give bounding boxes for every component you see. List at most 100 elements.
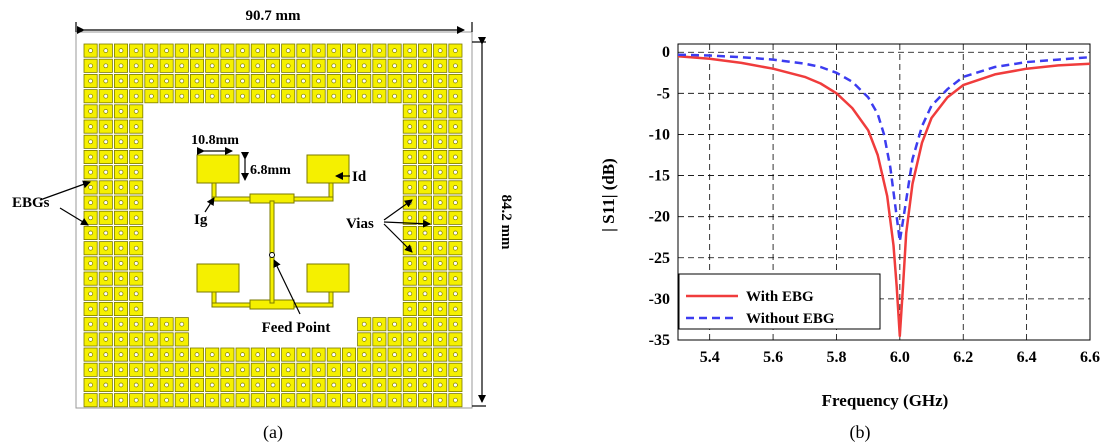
via-hole [209,397,215,403]
via-hole [437,352,443,357]
via-hole [346,78,352,84]
via-hole [103,291,109,297]
via-hole [164,321,169,327]
height-label: 84.2 mm [498,195,514,250]
via-hole [103,185,109,190]
via-hole [316,352,321,357]
via-hole [179,397,185,403]
via-hole [422,78,428,84]
via-hole [453,291,458,297]
via-hole [240,48,245,53]
via-hole [88,291,93,297]
ebg-cell-array [83,43,463,408]
via-hole [361,93,367,99]
via-hole [179,321,185,327]
via-hole [133,397,139,403]
via-hole [179,337,185,342]
via-hole [149,93,154,99]
via-hole [179,78,185,84]
via-hole [301,48,306,53]
via-hole [88,93,93,99]
via-hole [103,124,109,129]
via-hole [118,48,124,53]
via-hole [240,397,245,403]
via-hole [377,397,382,403]
via-hole [179,93,185,99]
via-hole [133,124,139,129]
via-hole [407,306,413,312]
via-hole [88,200,93,205]
via-hole [331,63,337,69]
via-hole [437,185,443,190]
via-hole [377,382,382,388]
via-hole [361,321,367,327]
via-hole [209,352,215,357]
via-hole [407,367,413,373]
x-tick-label: 5.4 [700,349,720,366]
via-hole [225,78,230,84]
via-hole [453,261,458,266]
via-hole [133,185,139,190]
via-hole [118,78,124,84]
x-tick-label: 6.6 [1080,349,1100,366]
via-hole [422,124,428,129]
via-hole [149,337,154,342]
via-hole [437,93,443,99]
via-hole [407,382,413,388]
via-hole [164,367,169,373]
via-hole [346,397,352,403]
via-hole [118,230,124,236]
via-hole [225,352,230,357]
via-hole [453,230,458,236]
legend-label-without-ebg: Without EBG [746,311,835,327]
via-hole [392,397,397,403]
via-hole [422,367,428,373]
via-hole [316,367,321,373]
via-hole [285,367,291,373]
via-hole [133,276,139,281]
via-hole [118,124,124,129]
via-hole [209,78,215,84]
via-hole [301,367,306,373]
ebgs-label: EBGs [12,195,50,211]
via-hole [453,352,458,357]
via-hole [270,397,276,403]
via-hole [88,230,93,236]
via-hole [133,382,139,388]
via-hole [422,397,428,403]
chart-legend: With EBG Without EBG [678,273,881,330]
via-hole [164,63,169,69]
via-hole [88,63,93,69]
via-hole [377,321,382,327]
y-tick-label: -30 [649,291,670,308]
via-hole [422,154,428,160]
via-hole [422,230,428,236]
via-hole [453,321,458,327]
via-hole [437,367,443,373]
via-hole [346,382,352,388]
via-hole [88,48,93,53]
via-hole [392,337,397,342]
id-label: Id [352,169,367,185]
via-hole [392,321,397,327]
via-hole [437,321,443,327]
via-hole [407,124,413,129]
via-hole [225,367,230,373]
via-hole [88,109,93,114]
via-hole [103,93,109,99]
via-hole [179,352,185,357]
via-hole [103,230,109,236]
via-hole [118,397,124,403]
via-hole [164,48,169,53]
plot-area [677,43,1091,341]
via-hole [225,48,230,53]
via-hole [103,154,109,160]
via-hole [407,185,413,190]
via-hole [133,109,139,114]
via-hole [437,230,443,236]
via-hole [331,382,337,388]
via-hole [392,63,397,69]
via-hole [103,78,109,84]
via-hole [133,261,139,266]
via-hole [240,382,245,388]
